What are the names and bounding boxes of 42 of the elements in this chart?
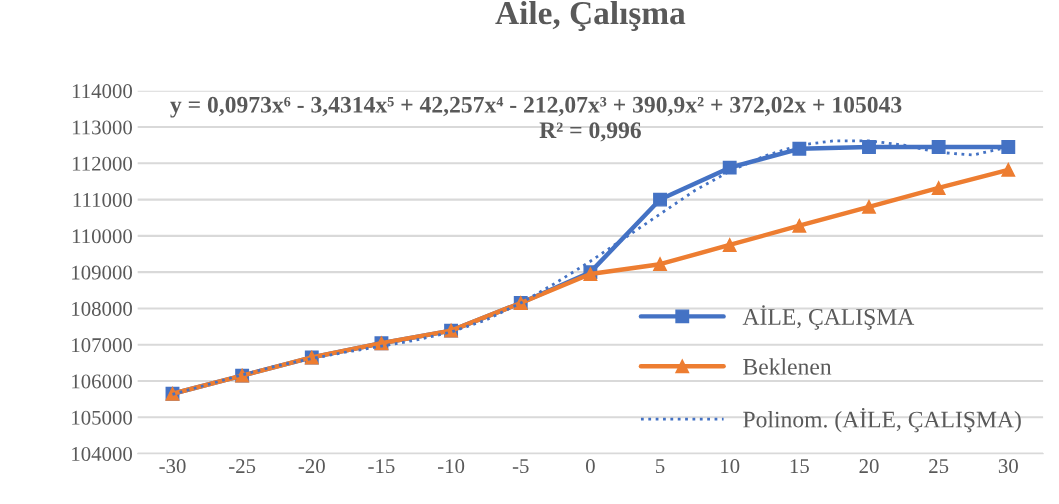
- y-tick-label: 106000: [72, 374, 133, 389]
- y-tick-label: 104000: [72, 446, 133, 462]
- x-tick-label: -5: [512, 459, 529, 474]
- x-tick-label: -10: [437, 459, 465, 474]
- annotation: R² = 0,996: [539, 122, 641, 142]
- x-tick-label: 15: [790, 459, 809, 474]
- point: [653, 257, 667, 272]
- chart-title: Aile, Çalışma: [495, 0, 686, 31]
- y-tick-label: 107000: [72, 338, 133, 353]
- y-tick-label: 109000: [72, 265, 133, 280]
- y-tick-label: 105000: [72, 410, 133, 425]
- point: [722, 160, 737, 175]
- x-tick-label: 5: [656, 459, 665, 474]
- point: [931, 140, 946, 154]
- y-tick-label: 112000: [72, 156, 133, 171]
- point: [722, 237, 737, 252]
- point: [862, 140, 876, 154]
- x-tick-label: 10: [721, 459, 740, 474]
- y-tick-label: 113000: [72, 120, 133, 135]
- point: [862, 199, 876, 214]
- x-tick-label: -20: [298, 459, 325, 474]
- point: [653, 192, 667, 207]
- x-tick-label: 20: [859, 459, 879, 474]
- x-tick-label: 30: [998, 459, 1018, 474]
- y-tick-label: 110000: [72, 229, 133, 244]
- x-tick-label: -25: [229, 459, 256, 474]
- x-tick-label: 0: [585, 459, 595, 474]
- point: [792, 218, 807, 233]
- x-tick-label: -30: [159, 459, 186, 474]
- point: [931, 181, 946, 195]
- y-tick-label: 114000: [72, 84, 133, 99]
- annotation: y = 0,0973x⁶ - 3,4314x⁵ + 42,257x⁴ - 212,07x³ + 390,9x² + 372,02x + 105043: [170, 96, 902, 118]
- point: [792, 141, 807, 156]
- x-tick-label: -15: [368, 459, 395, 474]
- y-tick-label: 111000: [73, 192, 133, 208]
- point: [1001, 140, 1016, 154]
- x-tick-label: 25: [929, 459, 949, 474]
- legend-label: Polinom. (AİLE, ÇALIŞMA): [743, 407, 1021, 433]
- legend-label: AİLE, ÇALIŞMA: [742, 305, 915, 330]
- point: [1001, 162, 1016, 177]
- legend-label: Beklenen: [743, 358, 832, 375]
- y-tick-label: 108000: [72, 301, 133, 316]
